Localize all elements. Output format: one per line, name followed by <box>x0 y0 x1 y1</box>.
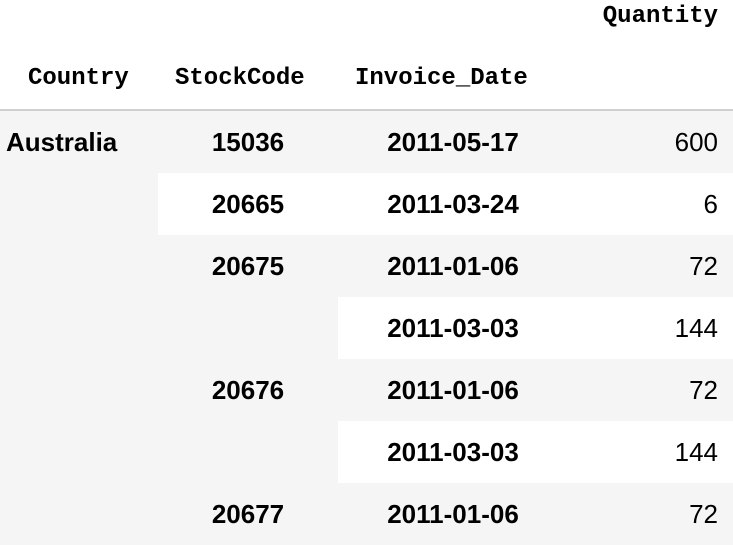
cell-invoice-date: 2011-03-24 <box>387 189 519 219</box>
cell-invoice-date: 2011-01-06 <box>387 251 519 281</box>
cell-quantity: 600 <box>674 127 718 157</box>
cell-quantity: 72 <box>689 251 718 281</box>
cell-stock-code: 20665 <box>211 189 285 219</box>
cell-invoice-date: 2011-01-06 <box>387 375 519 405</box>
table-row: 20665 2011-03-24 6 <box>0 173 733 235</box>
cell-country: Australia <box>6 127 118 157</box>
cell-quantity: 72 <box>689 375 718 405</box>
table-row: 20676 2011-01-06 72 <box>0 359 733 421</box>
cell-stock-code: 20676 <box>211 375 285 405</box>
cell-stock-code <box>158 297 338 359</box>
table-row: 2011-03-03 144 <box>0 297 733 359</box>
table-body: Australia 15036 2011-05-17 600 20665 201… <box>0 111 733 545</box>
cell-quantity: 6 <box>703 189 718 219</box>
index-header-invoice-date: Invoice_Date <box>355 65 528 92</box>
cell-stock-code: 15036 <box>211 127 285 157</box>
cell-invoice-date: 2011-05-17 <box>387 127 519 157</box>
cell-quantity: 144 <box>674 313 718 343</box>
cell-stock-code: 20675 <box>211 251 285 281</box>
cell-invoice-date: 2011-03-03 <box>387 313 519 343</box>
table-row: 20677 2011-01-06 72 <box>0 483 733 545</box>
table-row: 20675 2011-01-06 72 <box>0 235 733 297</box>
table-row: Australia 15036 2011-05-17 600 <box>0 111 733 173</box>
index-header-country: Country <box>28 65 129 92</box>
table-row: 2011-03-03 144 <box>0 421 733 483</box>
cell-quantity: 144 <box>674 437 718 467</box>
cell-invoice-date: 2011-01-06 <box>387 499 519 529</box>
cell-invoice-date: 2011-03-03 <box>387 437 519 467</box>
column-header-quantity: Quantity <box>602 3 718 30</box>
header-divider <box>0 109 733 111</box>
index-header-stock-code: StockCode <box>175 65 305 92</box>
cell-quantity: 72 <box>689 499 718 529</box>
cell-stock-code <box>158 421 338 483</box>
cell-stock-code: 20677 <box>211 499 285 529</box>
